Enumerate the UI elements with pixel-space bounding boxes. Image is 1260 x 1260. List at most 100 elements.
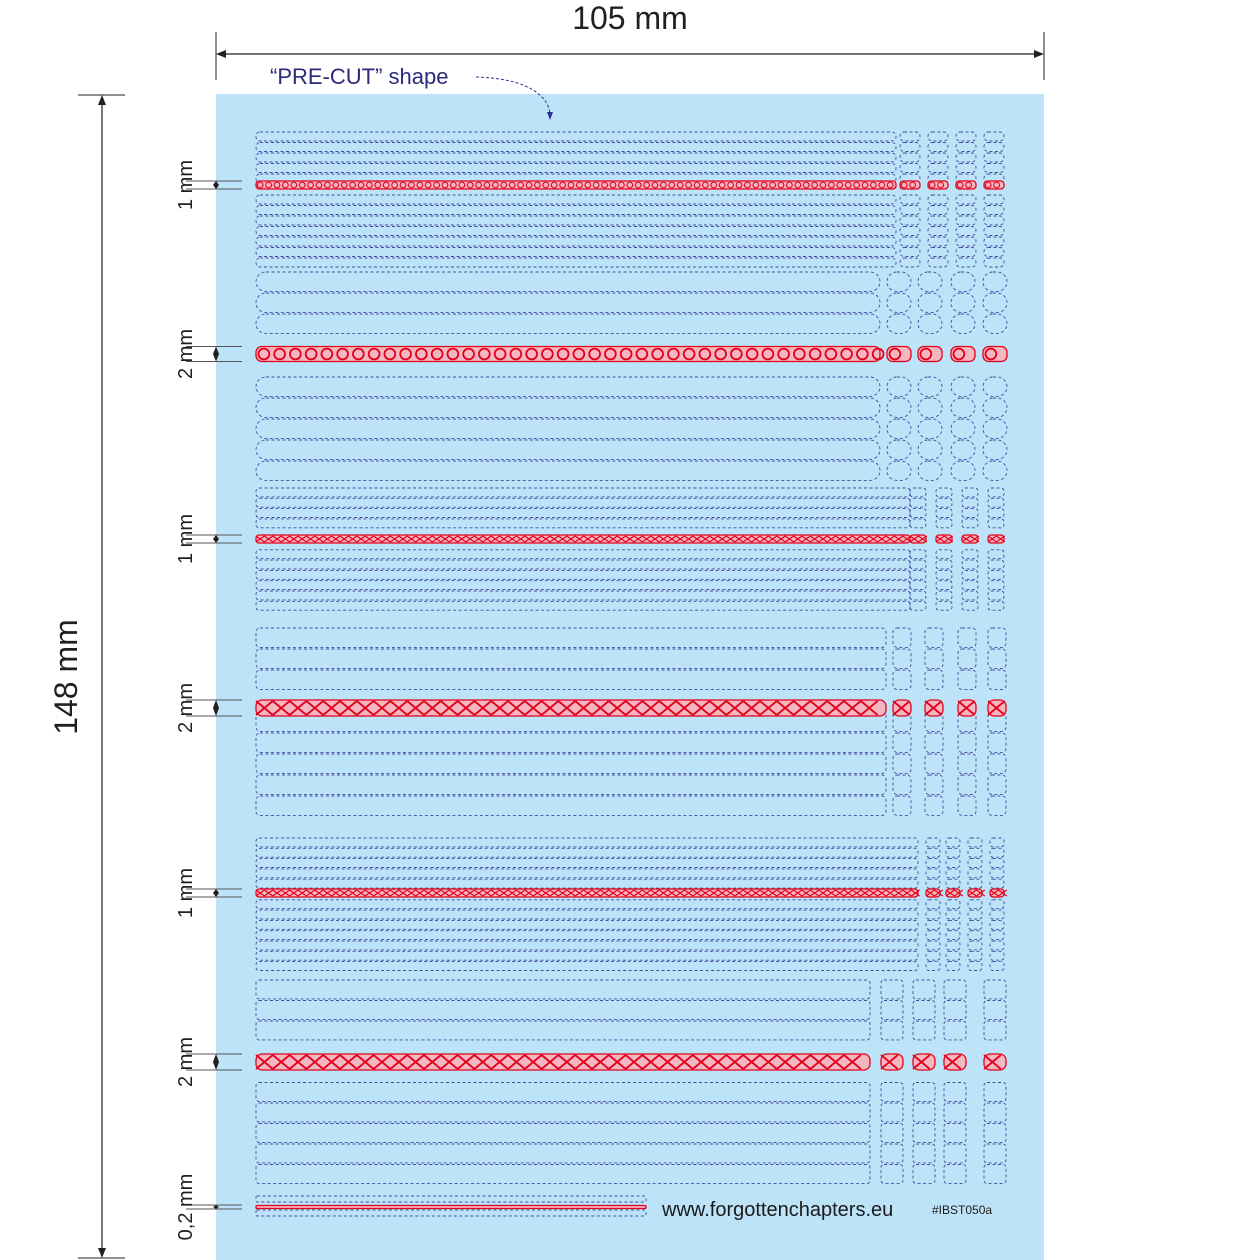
width-label: 105 mm bbox=[572, 0, 688, 36]
knot-cross bbox=[608, 535, 618, 543]
knot-cross bbox=[709, 535, 719, 543]
precut-callout: “PRE-CUT” shape bbox=[270, 64, 553, 120]
knot-cross bbox=[776, 535, 786, 543]
border-strip bbox=[255, 1053, 871, 1071]
precut-tile bbox=[982, 460, 1008, 481]
precut-row bbox=[255, 669, 887, 690]
precut-tile bbox=[945, 930, 961, 941]
knot-loop bbox=[919, 347, 933, 361]
precut-tile bbox=[989, 961, 1005, 971]
precut-tile bbox=[945, 837, 961, 848]
marker-arrow-up-icon bbox=[213, 346, 219, 354]
precut-row bbox=[255, 1164, 871, 1184]
knot-cross bbox=[658, 1054, 677, 1070]
precut-tile bbox=[880, 1123, 904, 1143]
precut-tile bbox=[989, 899, 1005, 910]
knot-cross bbox=[524, 535, 534, 543]
knot-cross bbox=[331, 535, 341, 543]
knot-cross bbox=[658, 700, 677, 716]
precut-row bbox=[255, 847, 919, 858]
precut-row bbox=[255, 439, 881, 460]
precut-row bbox=[255, 753, 887, 774]
knot-cross bbox=[339, 535, 349, 543]
knot-cross bbox=[280, 535, 290, 543]
corner-tile bbox=[987, 699, 1007, 717]
knot-cross bbox=[465, 535, 475, 543]
knot-loop bbox=[323, 181, 331, 189]
marker-arrow-down-icon bbox=[213, 354, 219, 362]
knot-cross bbox=[583, 889, 593, 897]
corner-tile-outline bbox=[983, 1053, 1007, 1071]
precut-row bbox=[255, 1143, 871, 1164]
knot-cross bbox=[776, 700, 795, 716]
knot-cross bbox=[843, 700, 862, 716]
precut-tile bbox=[950, 418, 976, 439]
knot-loop bbox=[984, 347, 998, 361]
precut-tile bbox=[967, 899, 983, 910]
precut-tile bbox=[982, 439, 1008, 460]
knot-cross bbox=[954, 889, 964, 897]
knot-cross bbox=[818, 535, 828, 543]
knot-cross bbox=[633, 889, 643, 897]
corner-tile-outline bbox=[935, 534, 953, 544]
precut-row bbox=[255, 774, 887, 795]
corner-tile bbox=[982, 345, 1008, 363]
knot-loop bbox=[802, 181, 810, 189]
knot-cross bbox=[868, 535, 878, 543]
corner-tile bbox=[983, 1053, 1007, 1071]
knot-loop bbox=[601, 181, 609, 189]
precut-tile bbox=[989, 919, 1005, 930]
height-dimension: 148 mm bbox=[48, 94, 125, 1259]
precut-tile bbox=[967, 961, 983, 971]
precut-tile bbox=[943, 979, 967, 1000]
knot-loop bbox=[441, 181, 449, 189]
precut-tile bbox=[983, 163, 1005, 173]
knot-cross bbox=[289, 535, 299, 543]
knot-loop bbox=[710, 181, 718, 189]
knot-cross bbox=[826, 535, 836, 543]
knot-cross bbox=[987, 700, 1006, 716]
precut-tile bbox=[989, 950, 1005, 961]
knot-loop bbox=[777, 347, 790, 361]
knot-cross bbox=[356, 535, 366, 543]
knot-cross bbox=[289, 700, 307, 716]
knot-cross bbox=[448, 889, 458, 897]
corner-tile bbox=[927, 180, 949, 190]
knot-cross bbox=[784, 889, 794, 897]
knot-loop bbox=[856, 347, 869, 361]
knot-loop bbox=[509, 347, 523, 361]
knot-cross bbox=[415, 889, 425, 897]
knot-loop bbox=[367, 347, 381, 361]
corner-tile-outline bbox=[912, 1053, 936, 1071]
knot-cross bbox=[684, 535, 694, 543]
knot-cross bbox=[759, 1054, 778, 1070]
precut-tile bbox=[983, 1000, 1007, 1020]
knot-loop bbox=[424, 181, 432, 189]
knot-loop bbox=[735, 181, 743, 189]
knot-cross bbox=[473, 1054, 492, 1070]
precut-tile bbox=[967, 847, 983, 858]
knot-cross bbox=[996, 535, 1006, 543]
precut-tile bbox=[983, 131, 1005, 142]
precut-tile bbox=[955, 205, 977, 215]
precut-tile bbox=[899, 247, 921, 257]
precut-tile bbox=[892, 795, 912, 816]
knot-cross bbox=[641, 1054, 660, 1070]
precut-tile bbox=[880, 1000, 904, 1020]
knot-cross bbox=[541, 535, 551, 543]
arrow-down-icon bbox=[98, 1248, 106, 1258]
knot-cross bbox=[616, 889, 626, 897]
precut-row bbox=[255, 152, 897, 163]
knot-cross bbox=[692, 889, 702, 897]
knot-cross bbox=[574, 889, 584, 897]
knot-cross bbox=[616, 535, 626, 543]
width-marker: 1 mm bbox=[175, 514, 242, 564]
knot-cross bbox=[852, 535, 862, 543]
precut-tile bbox=[892, 753, 912, 774]
knot-loop bbox=[861, 181, 869, 189]
precut-tile bbox=[983, 257, 1005, 268]
knot-loop bbox=[281, 181, 289, 189]
knot-loop bbox=[500, 181, 508, 189]
marker-arrow-down-icon bbox=[213, 1207, 219, 1209]
precut-tile bbox=[967, 868, 983, 879]
